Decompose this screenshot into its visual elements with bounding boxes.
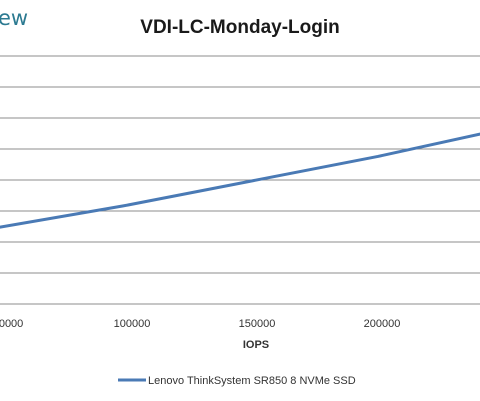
series-layer: [0, 132, 480, 229]
chart-title: VDI-LC-Monday-Login: [140, 17, 339, 38]
x-tick-label: 100000: [114, 318, 151, 330]
series-line: [0, 132, 480, 229]
legend: Lenovo ThinkSystem SR850 8 NVMe SSD: [118, 375, 356, 387]
x-tick-label: 00000: [0, 318, 23, 330]
legend-label: Lenovo ThinkSystem SR850 8 NVMe SSD: [148, 375, 356, 387]
x-tick-label: 150000: [239, 318, 276, 330]
brand-logo-text: ew: [0, 6, 28, 30]
x-tick-label: 200000: [364, 318, 401, 330]
gridlines: [0, 55, 480, 305]
x-axis-label: IOPS: [243, 339, 269, 351]
x-tick-labels: 00000 100000 150000 200000: [0, 318, 400, 330]
